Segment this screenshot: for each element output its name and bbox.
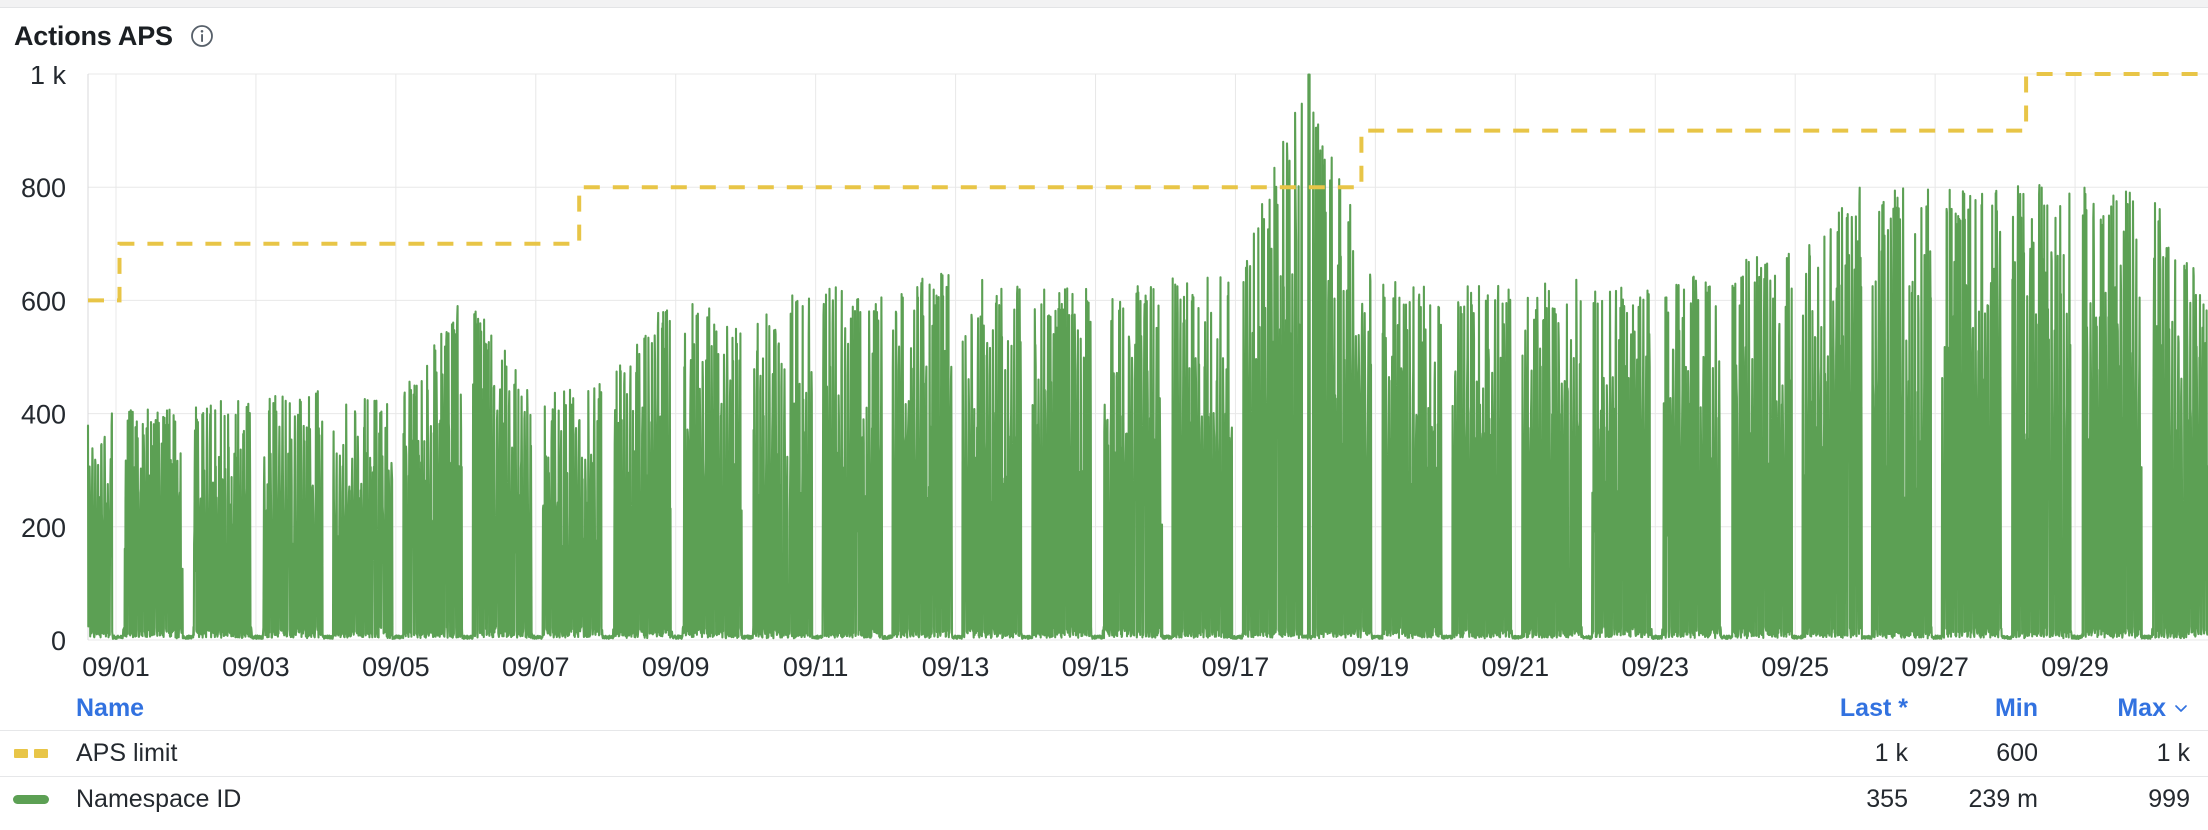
- solid-green-swatch: [0, 795, 62, 804]
- legend-header-row: Name Last * Min Max: [0, 686, 2208, 730]
- actions-aps-line-chart[interactable]: 1 k 800 600 400 200 0 09/01 09/03 09/05 09/07 09/0…: [0, 66, 2208, 686]
- series-name[interactable]: APS limit: [76, 739, 178, 767]
- x-axis-tick-label: 09/21: [1482, 652, 1550, 682]
- column-header-name[interactable]: Name: [76, 693, 145, 722]
- page-title: Actions APS: [14, 20, 173, 51]
- table-row[interactable]: Namespace ID 355 239 m 999: [0, 776, 2208, 822]
- x-axis-tick-label: 09/11: [783, 652, 849, 682]
- x-axis-tick-label: 09/03: [222, 652, 290, 682]
- x-axis-tick-label: 09/27: [1901, 652, 1969, 682]
- table-row[interactable]: APS limit 1 k 600 1 k: [0, 730, 2208, 776]
- series-min-value: 239 m: [1968, 785, 2038, 813]
- series-max-value: 1 k: [2156, 739, 2190, 767]
- x-axis-tick-label: 09/13: [922, 652, 990, 682]
- column-header-last[interactable]: Last *: [1839, 693, 1908, 722]
- y-axis-tick-label: 800: [21, 173, 66, 203]
- x-axis-tick-label: 09/17: [1202, 652, 1270, 682]
- x-axis-tick-label: 09/23: [1621, 652, 1689, 682]
- series-max-value: 999: [2148, 785, 2190, 813]
- x-axis-tick-label: 09/05: [362, 652, 430, 682]
- x-axis-tick-label: 09/15: [1062, 652, 1130, 682]
- info-circle-icon[interactable]: [189, 23, 215, 49]
- series-last-value: 1 k: [1874, 739, 1908, 767]
- y-axis-tick-label: 200: [21, 513, 66, 543]
- series-legend-table: Name Last * Min Max APS limit 1 k 600 1 …: [0, 686, 2208, 822]
- column-header-min[interactable]: Min: [1994, 693, 2038, 722]
- x-axis-tick-label: 09/01: [82, 652, 150, 682]
- y-axis-tick-label: 0: [51, 626, 66, 656]
- series-name[interactable]: Namespace ID: [76, 785, 242, 813]
- chevron-down-icon: [2175, 705, 2187, 712]
- column-header-max-label: Max: [2117, 693, 2166, 722]
- panel-header: Actions APS: [14, 14, 215, 58]
- x-axis-tick-label: 09/09: [642, 652, 710, 682]
- column-header-max[interactable]: Max: [2044, 694, 2194, 723]
- y-axis-tick-label: 400: [21, 400, 66, 430]
- x-axis-tick-label: 09/19: [1342, 652, 1410, 682]
- chart-area[interactable]: 1 k 800 600 400 200 0 09/01 09/03 09/05 09/07 09/0…: [0, 66, 2208, 686]
- y-axis-tick-label: 1 k: [30, 66, 67, 90]
- x-axis-tick-label: 09/29: [2041, 652, 2109, 682]
- series-min-value: 600: [1996, 739, 2038, 767]
- x-axis-tick-label: 09/07: [502, 652, 570, 682]
- series-line-aps-limit: [88, 72, 2208, 303]
- panel-top-divider: [0, 0, 2208, 8]
- dashed-yellow-swatch: [0, 749, 62, 758]
- y-axis-tick-label: 600: [21, 286, 66, 316]
- series-line-namespace-id: [86, 73, 2208, 640]
- x-axis-tick-label: 09/25: [1761, 652, 1829, 682]
- series-last-value: 355: [1866, 785, 1908, 813]
